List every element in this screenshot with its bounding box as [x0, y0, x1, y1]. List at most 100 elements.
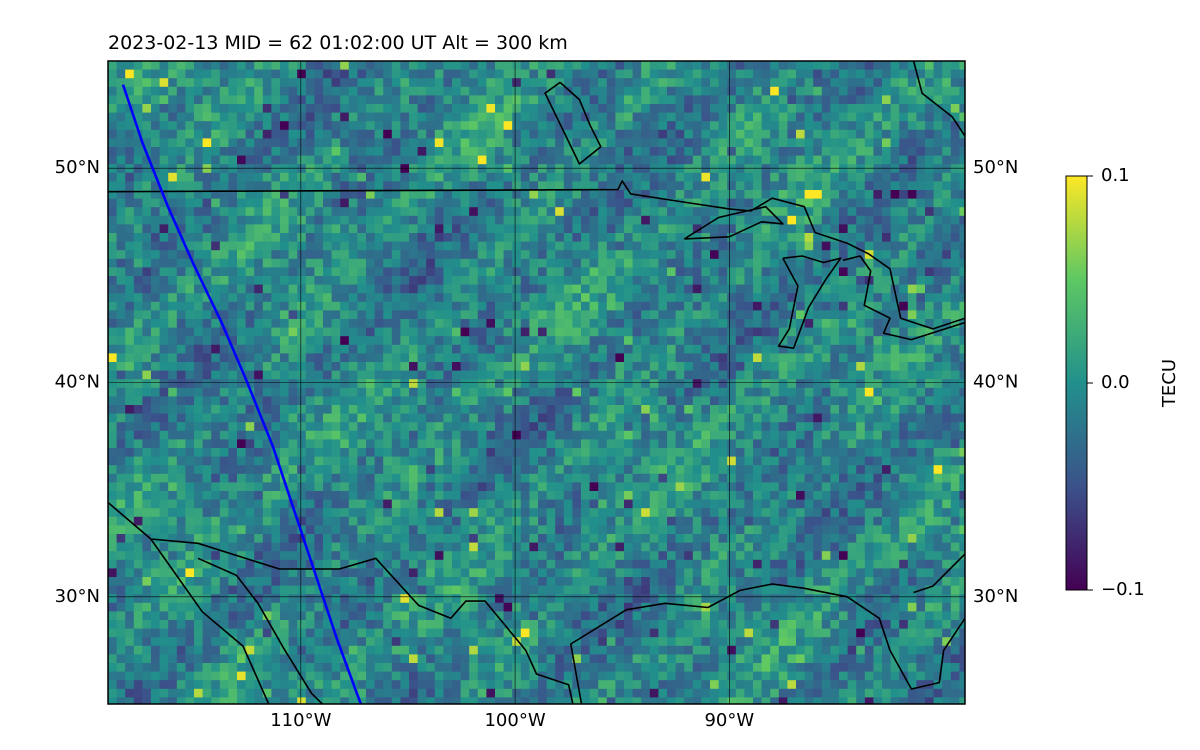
tec-cell: [864, 344, 874, 354]
tec-cell: [297, 336, 307, 346]
tec-cell: [116, 448, 126, 458]
tec-cell: [675, 172, 685, 182]
tec-cell: [778, 413, 788, 423]
tec-cell: [856, 198, 866, 208]
tec-cell: [744, 293, 754, 303]
tec-cell: [159, 121, 169, 131]
tec-cell: [383, 276, 393, 286]
tec-cell: [219, 86, 229, 96]
tec-cell: [426, 233, 436, 243]
tec-cell: [804, 379, 814, 389]
tec-cell: [452, 448, 462, 458]
tec-cell: [847, 181, 857, 191]
tec-cell: [288, 456, 298, 466]
tec-cell: [873, 129, 883, 139]
tec-cell: [340, 215, 350, 225]
tec-cell: [288, 138, 298, 148]
tec-cell: [907, 181, 917, 191]
tec-cell: [219, 250, 229, 260]
tec-cell: [452, 121, 462, 131]
tec-cell: [262, 172, 272, 182]
tec-cell: [830, 310, 840, 320]
tec-cell: [108, 362, 118, 372]
tec-cell: [718, 215, 728, 225]
tec-cell: [280, 465, 290, 475]
tec-cell: [813, 413, 823, 423]
tec-cell: [486, 430, 496, 440]
tec-cell: [452, 164, 462, 174]
tec-cell: [477, 121, 487, 131]
tec-cell: [237, 276, 247, 286]
tec-cell: [211, 465, 221, 475]
tec-cell: [503, 69, 513, 79]
tec-cell: [538, 258, 548, 268]
tec-cell: [538, 61, 548, 71]
tec-cell: [194, 190, 204, 200]
tec-cell: [916, 284, 926, 294]
tec-cell: [882, 121, 892, 131]
tec-cell: [262, 422, 272, 432]
tec-cell: [434, 121, 444, 131]
tec-cell: [520, 112, 530, 122]
tec-cell: [469, 370, 479, 380]
tec-cell: [675, 258, 685, 268]
tec-cell: [288, 250, 298, 260]
tec-cell: [821, 379, 831, 389]
tec-cell: [950, 147, 960, 157]
tec-cell: [572, 129, 582, 139]
tec-cell: [856, 215, 866, 225]
tec-cell: [168, 439, 178, 449]
tec-cell: [959, 121, 965, 131]
tec-cell: [787, 233, 797, 243]
tec-cell: [366, 121, 376, 131]
tec-cell: [701, 86, 711, 96]
tec-cell: [555, 258, 565, 268]
tec-cell: [202, 430, 212, 440]
tec-cell: [125, 344, 135, 354]
tec-cell: [323, 241, 333, 251]
tec-cell: [744, 430, 754, 440]
tec-cell: [142, 301, 152, 311]
tec-cell: [219, 379, 229, 389]
tec-cell: [778, 465, 788, 475]
tec-cell: [443, 422, 453, 432]
tec-cell: [108, 172, 118, 182]
tec-cell: [925, 310, 935, 320]
tec-cell: [555, 396, 565, 406]
tec-cell: [477, 284, 487, 294]
tec-cell: [770, 69, 780, 79]
tec-cell: [452, 112, 462, 122]
tec-cell: [520, 396, 530, 406]
tec-cell: [606, 301, 616, 311]
tec-cell: [520, 413, 530, 423]
tec-cell: [288, 370, 298, 380]
tec-cell: [615, 104, 625, 114]
tec-cell: [202, 422, 212, 432]
tec-cell: [486, 190, 496, 200]
tec-cell: [718, 147, 728, 157]
tec-cell: [185, 405, 195, 415]
tec-cell: [882, 164, 892, 174]
tec-cell: [658, 112, 668, 122]
tec-cell: [254, 241, 264, 251]
tec-cell: [916, 267, 926, 277]
tec-cell: [796, 69, 806, 79]
tec-cell: [581, 284, 591, 294]
tec-cell: [641, 284, 651, 294]
tec-cell: [873, 396, 883, 406]
tec-cell: [331, 379, 341, 389]
tec-cell: [667, 379, 677, 389]
tec-cell: [727, 61, 737, 71]
tec-cell: [710, 61, 720, 71]
tec-cell: [400, 276, 410, 286]
tec-cell: [890, 448, 900, 458]
tec-cell: [486, 112, 496, 122]
tec-cell: [856, 430, 866, 440]
tec-cell: [856, 396, 866, 406]
tec-cell: [288, 353, 298, 363]
tec-cell: [297, 327, 307, 337]
tec-cell: [821, 344, 831, 354]
tec-cell: [503, 198, 513, 208]
tec-cell: [469, 379, 479, 389]
tec-cell: [916, 336, 926, 346]
